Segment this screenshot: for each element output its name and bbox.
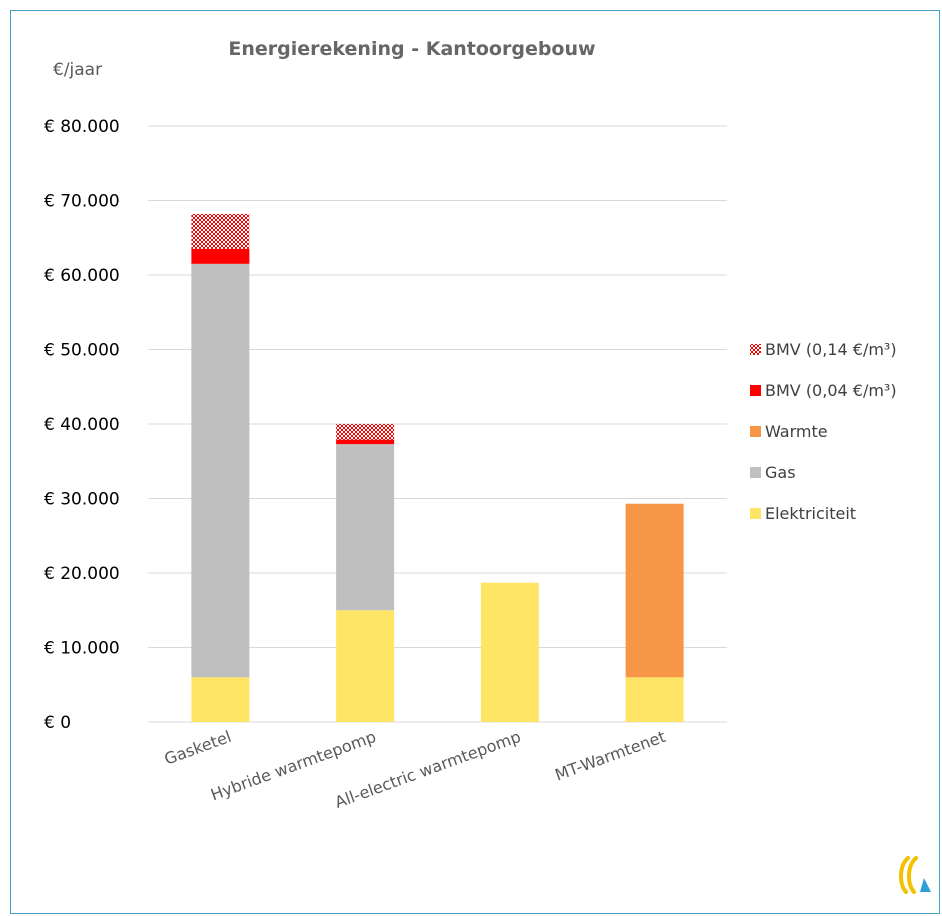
- y-tick-label: € 20.000: [44, 564, 120, 584]
- x-category-label: Gasketel: [162, 727, 234, 769]
- legend-swatch: [750, 344, 761, 355]
- bar-segment: [480, 582, 539, 722]
- legend-swatch: [750, 467, 761, 478]
- y-tick-label: € 60.000: [44, 266, 120, 286]
- legend: BMV (0,14 €/m³) BMV (0,04 €/m³) Warmte Gas E…: [750, 340, 897, 523]
- y-tick-label: € 0: [44, 713, 71, 733]
- brand-logo-icon: [899, 856, 931, 894]
- y-tick-label: € 10.000: [44, 639, 120, 659]
- legend-label: Warmte: [765, 422, 828, 441]
- y-tick-label: € 50.000: [44, 341, 120, 361]
- legend-label: Elektriciteit: [765, 504, 856, 523]
- legend-swatch: [750, 508, 761, 519]
- bar-segment: [336, 444, 395, 611]
- chart-title: Energierekening - Kantoorgebouw: [228, 38, 595, 60]
- y-tick-label: € 70.000: [44, 192, 120, 212]
- bar-segment: [191, 213, 250, 249]
- x-category-label: MT-Warmtenet: [552, 727, 668, 785]
- bar-segment: [336, 610, 395, 722]
- bar-segment: [625, 503, 684, 678]
- bar-segment: [336, 424, 395, 440]
- legend-label: BMV (0,14 €/m³): [765, 340, 897, 359]
- y-axis-unit-label: €/jaar: [53, 60, 102, 80]
- bar-segment: [191, 263, 250, 678]
- y-tick-label: € 40.000: [44, 415, 120, 435]
- legend-swatch: [750, 426, 761, 437]
- bar-segment: [625, 677, 684, 722]
- stacked-bar-chart: Energierekening - Kantoorgebouw €/jaar €…: [44, 38, 931, 894]
- bar-segment: [336, 439, 395, 445]
- bar-segment: [191, 677, 250, 722]
- legend-swatch: [750, 385, 761, 396]
- y-axis-ticks: € 0 € 10.000 € 20.000 € 30.000 € 40.000 € 50.…: [44, 117, 120, 733]
- bars-group: [191, 213, 684, 722]
- legend-label: Gas: [765, 463, 796, 482]
- y-tick-label: € 30.000: [44, 490, 120, 510]
- legend-label: BMV (0,04 €/m³): [765, 381, 897, 400]
- y-tick-label: € 80.000: [44, 117, 120, 137]
- chart-frame: Energierekening - Kantoorgebouw €/jaar €…: [10, 10, 940, 914]
- bar-segment: [191, 248, 250, 264]
